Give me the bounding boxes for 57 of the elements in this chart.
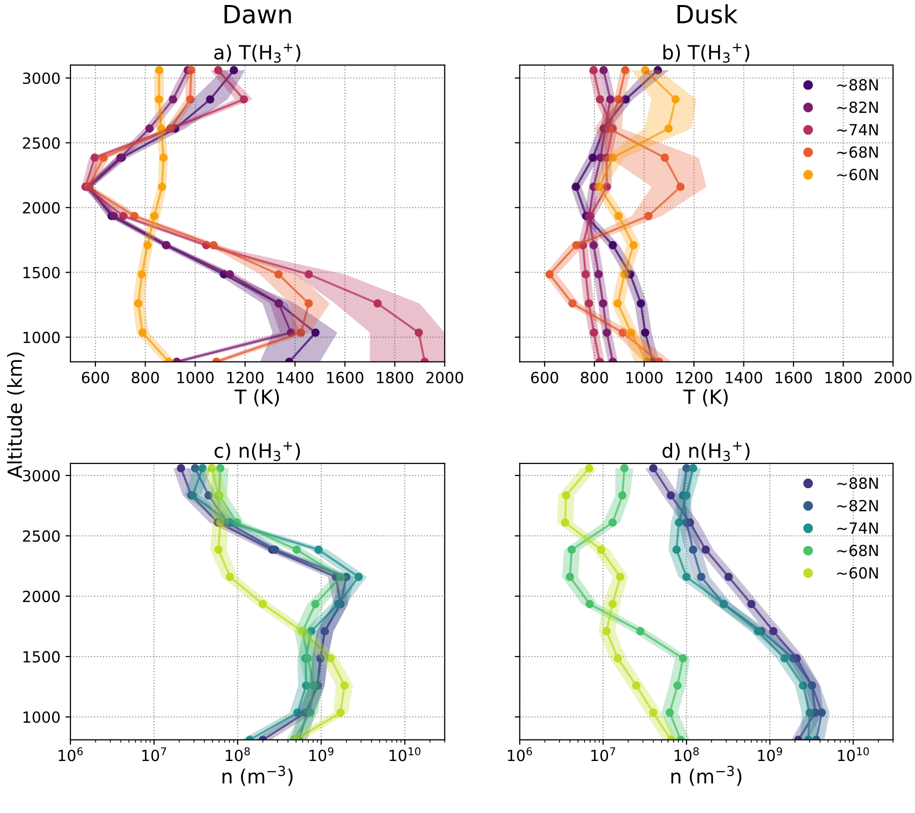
chart-title: d) n(H$_{3}$$^{+}$) bbox=[662, 442, 750, 462]
y-axis-title: Altitude (km) bbox=[7, 352, 24, 478]
x-tick-label: 1000 bbox=[177, 372, 214, 384]
x-axis-title: T (K) bbox=[683, 389, 728, 406]
x-tick-label: 2000 bbox=[874, 372, 912, 384]
x-axis-title: n (m$^{−3}$) bbox=[222, 766, 293, 786]
x-tick-label: 800 bbox=[580, 372, 608, 384]
y-tick-label: 1500 bbox=[24, 651, 60, 663]
x-tick-label: 10$^{8}$ bbox=[226, 747, 250, 762]
x-tick-label: 1800 bbox=[826, 372, 862, 384]
x-tick-label: 1800 bbox=[377, 372, 414, 384]
x-tick-label: 1200 bbox=[227, 372, 264, 384]
x-tick-label: 10$^{6}$ bbox=[58, 747, 83, 762]
legend-label: ~60N bbox=[837, 168, 878, 180]
x-tick-label: 10$^{6}$ bbox=[508, 747, 532, 762]
x-tick-label: 1400 bbox=[277, 372, 314, 384]
chart-subtitle: b) T(H$_{3}$$^{+}$) bbox=[663, 43, 750, 63]
x-tick-label: 1600 bbox=[327, 372, 364, 384]
y-tick-label: 2000 bbox=[22, 202, 60, 214]
x-tick-label: 600 bbox=[531, 372, 558, 384]
x-tick-label: 10$^{7}$ bbox=[591, 747, 616, 762]
y-tick-label: 2000 bbox=[22, 590, 60, 602]
x-tick-label: 10$^{9}$ bbox=[309, 747, 334, 762]
y-tick-label: 2500 bbox=[22, 137, 60, 149]
x-tick-label: 1000 bbox=[626, 372, 663, 384]
legend-label: ~82N bbox=[837, 500, 878, 512]
chart-title: Dawn bbox=[224, 5, 291, 24]
x-tick-label: 10$^{10}$ bbox=[390, 747, 420, 762]
chart-title: c) n(H$_{3}$$^{+}$) bbox=[214, 442, 300, 462]
x-tick-label: 1400 bbox=[726, 372, 762, 384]
legend-label: ~60N bbox=[837, 567, 878, 579]
y-tick-label: 1500 bbox=[24, 266, 60, 278]
x-tick-label: 600 bbox=[82, 372, 109, 384]
y-tick-label: 1000 bbox=[24, 711, 60, 723]
y-tick-label: 1000 bbox=[24, 332, 60, 344]
x-tick-label: 10$^{9}$ bbox=[758, 747, 782, 762]
chart-subtitle: a) T(H$_{3}$$^{+}$) bbox=[214, 43, 300, 63]
legend-label: ~68N bbox=[837, 544, 878, 556]
x-axis-title: n (m$^{−3}$) bbox=[671, 766, 742, 786]
y-tick-label: 2500 bbox=[22, 530, 60, 542]
legend-label: ~88N bbox=[837, 477, 878, 489]
y-tick-label: 3000 bbox=[23, 72, 60, 84]
y-tick-label: 3000 bbox=[23, 470, 60, 482]
legend-label: ~74N bbox=[837, 124, 878, 136]
x-tick-label: 2000 bbox=[426, 372, 464, 384]
legend-label: ~88N bbox=[837, 79, 878, 91]
x-tick-label: 1200 bbox=[676, 372, 712, 384]
legend-label: ~74N bbox=[837, 522, 878, 534]
chart-title: Dusk bbox=[678, 4, 738, 24]
legend-label: ~82N bbox=[837, 101, 878, 114]
legend-label: ~68N bbox=[837, 146, 878, 158]
x-tick-label: 10$^{8}$ bbox=[674, 747, 699, 762]
x-tick-label: 10$^{10}$ bbox=[838, 747, 869, 762]
x-tick-label: 1600 bbox=[776, 372, 812, 384]
x-tick-label: 10$^{7}$ bbox=[142, 747, 166, 762]
x-tick-label: 800 bbox=[132, 372, 159, 384]
x-axis-title: T (K) bbox=[234, 389, 279, 406]
